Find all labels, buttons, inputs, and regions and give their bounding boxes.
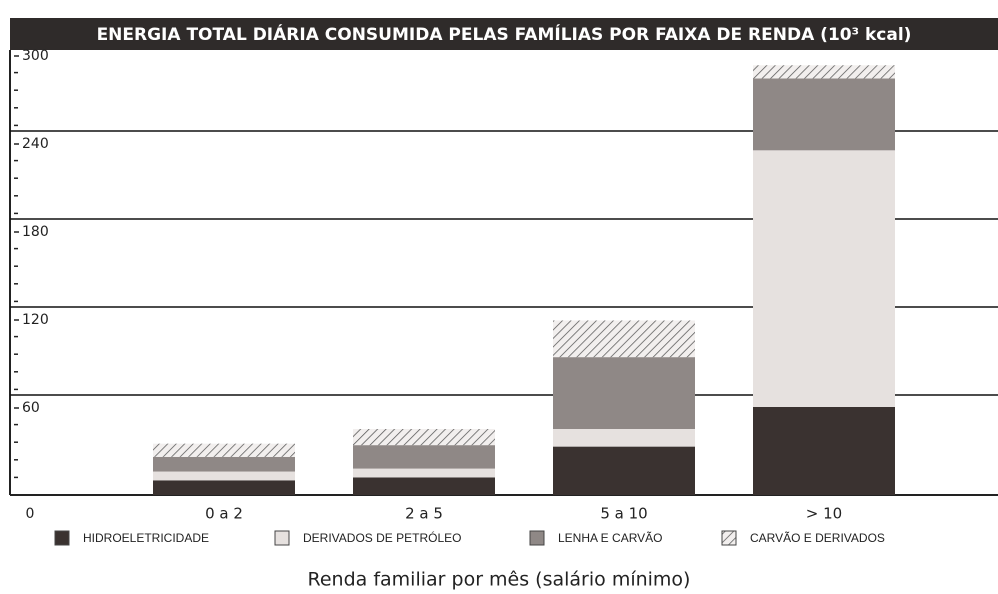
x-tick-label: 2 a 5 [405,505,443,523]
legend-swatch [54,530,70,546]
bar-segment [153,480,295,495]
bar-segment [553,446,695,495]
x-axis-label: Renda familiar por mês (salário mínimo) [308,569,691,591]
y-tick-label: 120 [22,312,49,328]
bar-segment [153,471,295,481]
x-tick-label: > 10 [806,505,842,523]
bar-segment [353,477,495,495]
bar-segment [353,468,495,478]
bar-segment [353,445,495,469]
bar-segment [753,65,895,79]
y-tick-label: 240 [22,136,49,152]
legend-swatch [274,530,290,546]
bar-segment [553,357,695,429]
x-tick-label: 5 a 10 [600,505,647,523]
bar-segment [753,78,895,151]
y-tick-label: 0 [26,506,35,522]
legend-label: DERIVADOS DE PETRÓLEO [303,530,461,545]
y-tick-label: 60 [22,400,40,416]
y-tick-label: 300 [22,48,49,64]
x-tick-label: 0 a 2 [205,505,243,523]
bar-segment [753,407,895,495]
legend-label: LENHA E CARVÃO [558,531,662,545]
legend-label: CARVÃO E DERIVADOS [750,531,885,545]
bar-segment [153,443,295,457]
legend-swatch [529,530,545,546]
legend-swatch [721,530,737,546]
chart-title: ENERGIA TOTAL DIÁRIA CONSUMIDA PELAS FAM… [97,23,912,45]
bar-segment [353,429,495,446]
legend-label: HIDROELETRICIDADE [83,531,209,545]
bar-segment [753,150,895,408]
y-tick-label: 180 [22,224,49,240]
bar-segment [553,320,695,358]
title-bar [10,18,998,50]
bar-segment [553,429,695,447]
bar-segment [153,456,295,472]
